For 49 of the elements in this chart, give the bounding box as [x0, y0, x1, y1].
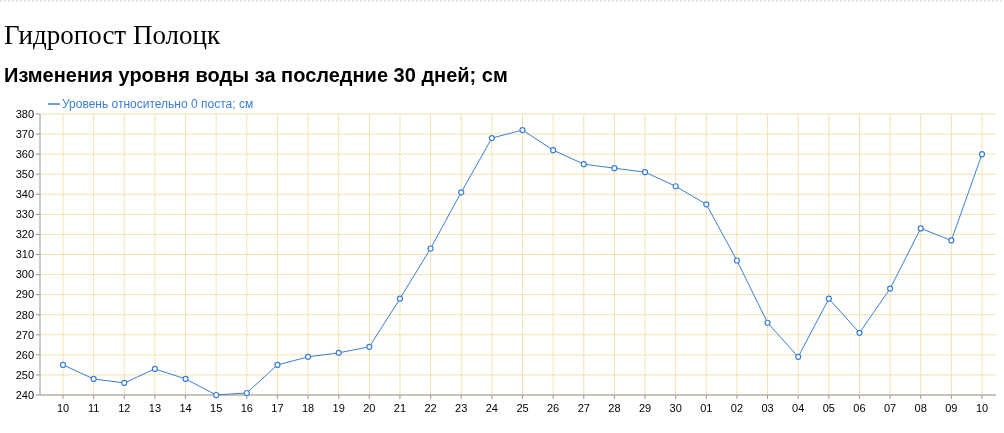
- x-tick-label: 02: [730, 402, 744, 414]
- x-tick-label: 15: [210, 402, 223, 414]
- y-tick-label: 270: [15, 328, 34, 341]
- x-tick-label: 06: [853, 402, 866, 414]
- x-tick-label: 27: [577, 402, 590, 414]
- x-tick-label: 10: [56, 402, 70, 414]
- chart-subtitle: Изменения уровня воды за последние 30 дней; см: [4, 64, 508, 86]
- x-tick-label: 11: [87, 402, 100, 414]
- y-tick-label: 250: [15, 368, 34, 381]
- y-tick-label: 370: [15, 127, 34, 140]
- y-tick-label: 330: [15, 208, 34, 221]
- x-tick-label: 14: [179, 402, 192, 414]
- x-tick-label: 23: [455, 402, 468, 414]
- x-tick-label: 07: [883, 402, 897, 414]
- x-tick-label: 03: [761, 402, 774, 414]
- y-tick-label: 300: [15, 268, 34, 281]
- x-tick-label: 01: [700, 402, 713, 414]
- y-tick-label: 350: [15, 168, 34, 181]
- x-tick-label: 12: [118, 402, 131, 414]
- x-tick-label: 24: [485, 402, 498, 414]
- x-tick-label: 17: [271, 402, 284, 414]
- x-tick-label: 04: [792, 402, 805, 414]
- y-tick-label: 380: [15, 107, 34, 120]
- x-tick-label: 22: [424, 402, 437, 414]
- x-tick-label: 10: [975, 402, 989, 414]
- x-tick-label: 19: [332, 402, 345, 414]
- x-tick-label: 28: [608, 402, 621, 414]
- y-tick-label: 360: [15, 147, 34, 160]
- x-tick-label: 13: [148, 402, 162, 414]
- x-tick-label: 05: [822, 402, 835, 414]
- x-tick-label: 16: [240, 402, 253, 414]
- y-tick-label: 340: [15, 188, 34, 201]
- x-tick-label: 08: [914, 402, 927, 414]
- y-tick-label: 240: [15, 388, 34, 401]
- y-tick-label: 260: [15, 348, 34, 361]
- x-tick-label: 09: [945, 402, 958, 414]
- x-tick-label: 20: [363, 402, 376, 414]
- y-tick-label: 280: [15, 308, 34, 321]
- y-tick-label: 310: [15, 248, 34, 261]
- legend-label: Уровень относительно 0 поста; см: [62, 97, 254, 112]
- x-tick-label: 21: [393, 402, 407, 414]
- x-tick-label: 29: [638, 402, 652, 414]
- x-tick-label: 30: [669, 402, 682, 414]
- x-tick-label: 25: [516, 402, 529, 414]
- chart-title: Гидропост Полоцк: [4, 20, 221, 50]
- y-tick-label: 290: [15, 288, 34, 301]
- x-tick-label: 18: [301, 402, 315, 414]
- y-tick-label: 320: [15, 228, 34, 241]
- x-tick-label: 26: [547, 402, 560, 414]
